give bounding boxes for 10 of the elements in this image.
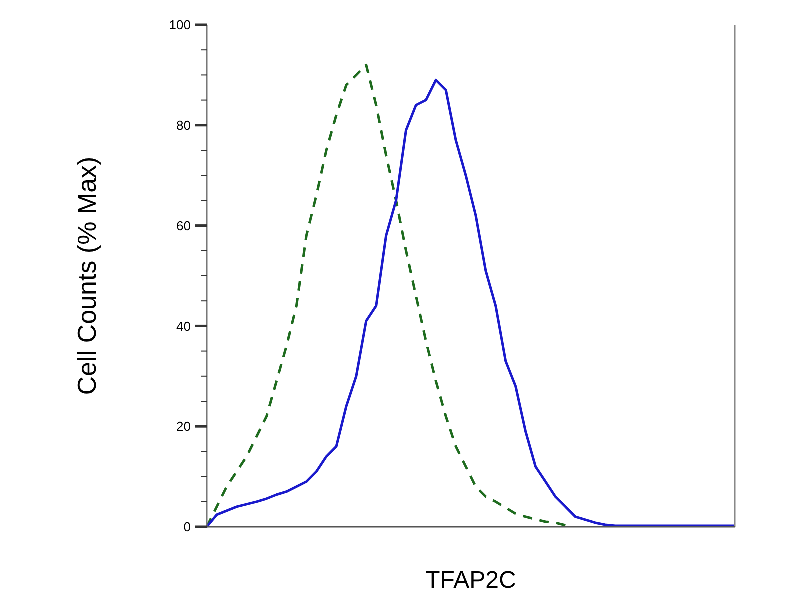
y-tick-label: 100 [169,18,191,33]
y-axis-title: Cell Counts (% Max) [72,156,102,396]
line-series [206,78,736,528]
line-series [206,64,567,528]
x-axis-title: TFAP2C [426,567,516,594]
y-tick-label: 20 [176,419,191,434]
y-tick-label: 0 [184,520,191,535]
y-tick-label: 60 [176,218,191,234]
y-tick-label: 80 [176,118,191,133]
y-tick-label: 40 [176,318,191,334]
